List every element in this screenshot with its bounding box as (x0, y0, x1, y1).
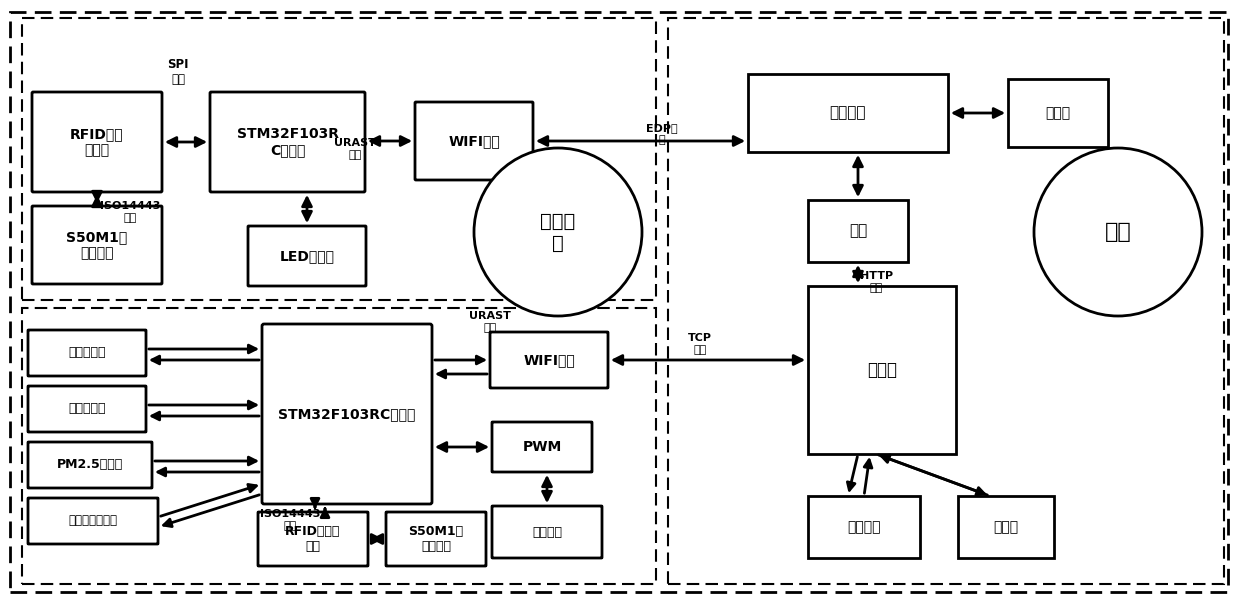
Bar (808, 496, 920, 558)
Text: URAST
串口: URAST 串口 (469, 311, 511, 333)
Text: EDP协
议: EDP协 议 (646, 123, 677, 145)
Text: 路由: 路由 (849, 223, 867, 238)
FancyBboxPatch shape (29, 442, 153, 488)
Text: S50M1卡
（节点）: S50M1卡 （节点） (408, 525, 464, 553)
Ellipse shape (474, 148, 642, 316)
Bar (22, 18, 656, 300)
Text: 摄像机: 摄像机 (993, 520, 1018, 534)
Text: 树莓派: 树莓派 (867, 361, 897, 379)
FancyBboxPatch shape (258, 512, 368, 566)
Text: 云服务器: 云服务器 (830, 105, 867, 120)
Text: PM2.5传感器: PM2.5传感器 (57, 459, 123, 471)
FancyBboxPatch shape (29, 386, 146, 432)
FancyBboxPatch shape (29, 498, 157, 544)
FancyBboxPatch shape (386, 512, 486, 566)
Text: LED指示灯: LED指示灯 (279, 249, 335, 263)
Text: 网络节
点: 网络节 点 (541, 211, 575, 252)
Bar (808, 200, 908, 262)
Bar (959, 496, 1054, 558)
FancyBboxPatch shape (415, 102, 533, 180)
FancyBboxPatch shape (248, 226, 366, 286)
Text: PWM: PWM (522, 440, 562, 454)
Text: WIFI模块: WIFI模块 (523, 353, 575, 367)
Bar (808, 286, 956, 454)
Text: RFID模块（
读）: RFID模块（ 读） (285, 525, 341, 553)
Text: SPI
串口: SPI 串口 (167, 58, 188, 86)
FancyBboxPatch shape (262, 324, 432, 504)
Text: 系统电机: 系统电机 (532, 526, 562, 539)
Text: HTTP
协议: HTTP 协议 (861, 271, 893, 293)
Text: WIFI模块: WIFI模块 (448, 134, 500, 148)
Text: 温湿传感器: 温湿传感器 (68, 403, 105, 415)
Bar (748, 74, 949, 152)
Ellipse shape (1034, 148, 1202, 316)
Bar (1008, 79, 1109, 147)
Text: 有毒气体传感器: 有毒气体传感器 (68, 515, 118, 527)
FancyBboxPatch shape (29, 330, 146, 376)
Text: STM32F103R
C处理器: STM32F103R C处理器 (237, 127, 339, 157)
Text: STM32F103RC处理器: STM32F103RC处理器 (278, 407, 415, 421)
Text: 系统: 系统 (1105, 222, 1131, 242)
Text: ISO14443
协议: ISO14443 协议 (260, 509, 320, 531)
FancyBboxPatch shape (492, 422, 591, 472)
Bar (22, 308, 656, 584)
FancyBboxPatch shape (490, 332, 608, 388)
FancyBboxPatch shape (32, 92, 162, 192)
Text: 上位机: 上位机 (1045, 106, 1070, 120)
Text: RFID模块
（写）: RFID模块 （写） (71, 127, 124, 157)
Text: ISO14443
协议: ISO14443 协议 (100, 201, 160, 223)
Bar (668, 18, 1224, 584)
FancyBboxPatch shape (492, 506, 601, 558)
Text: 心率传感器: 心率传感器 (68, 347, 105, 359)
FancyBboxPatch shape (32, 206, 162, 284)
Text: 配药装置: 配药装置 (847, 520, 880, 534)
Text: S50M1卡
（节点）: S50M1卡 （节点） (67, 230, 128, 260)
Text: TCP
协议: TCP 协议 (688, 333, 712, 355)
Text: URAST
串口: URAST 串口 (334, 138, 376, 160)
FancyBboxPatch shape (210, 92, 365, 192)
